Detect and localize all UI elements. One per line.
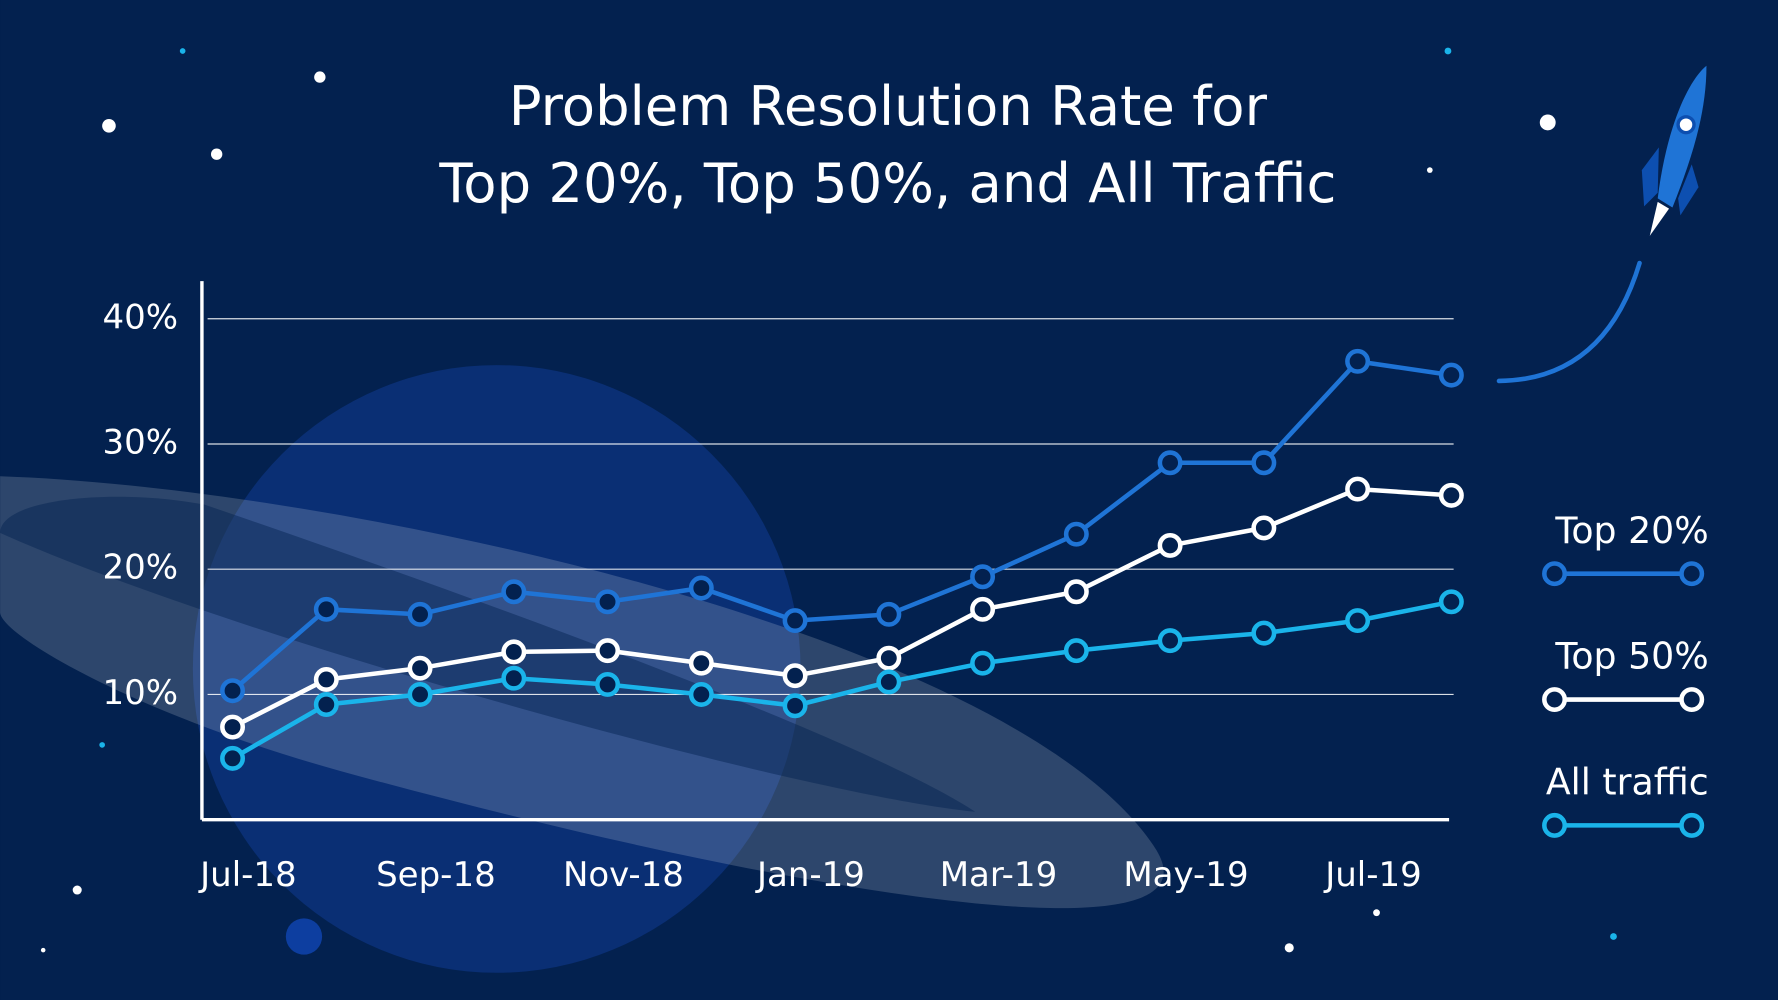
star bbox=[1426, 167, 1433, 173]
data-point bbox=[595, 671, 621, 697]
rocket-trail bbox=[1496, 260, 1642, 384]
rocket bbox=[1641, 65, 1707, 236]
data-point bbox=[1251, 515, 1277, 541]
chart-title: Top 20%, Top 50%, and All Traffic bbox=[438, 151, 1336, 215]
legend-swatch-point bbox=[1542, 561, 1568, 587]
star bbox=[1539, 114, 1556, 131]
star bbox=[72, 885, 82, 895]
data-point bbox=[1063, 638, 1089, 664]
data-point bbox=[220, 678, 246, 704]
data-point bbox=[220, 745, 246, 771]
star bbox=[314, 71, 326, 83]
data-point bbox=[407, 655, 433, 681]
legend-label: Top 50% bbox=[1554, 635, 1708, 678]
data-point bbox=[1345, 348, 1371, 374]
star bbox=[1610, 933, 1617, 940]
data-point bbox=[970, 596, 996, 622]
data-point bbox=[1438, 482, 1464, 508]
series-line bbox=[231, 359, 1452, 693]
legend-label: All traffic bbox=[1546, 761, 1709, 804]
legend-label: Top 20% bbox=[1554, 509, 1708, 552]
data-point bbox=[688, 575, 714, 601]
moon bbox=[285, 918, 323, 955]
data-point bbox=[407, 601, 433, 627]
x-tick-label: May-19 bbox=[1123, 855, 1248, 895]
star bbox=[1373, 909, 1380, 917]
legend-swatch-point bbox=[1679, 561, 1705, 587]
star bbox=[179, 48, 186, 54]
data-point bbox=[1157, 628, 1183, 654]
legend-swatch-point bbox=[1542, 687, 1568, 713]
data-point bbox=[595, 638, 621, 664]
data-point bbox=[876, 645, 902, 671]
data-point bbox=[1251, 450, 1277, 476]
x-tick-label: Mar-19 bbox=[940, 855, 1058, 895]
series-line bbox=[231, 599, 1452, 761]
data-point bbox=[595, 589, 621, 615]
x-tick-label: Jul-19 bbox=[1323, 855, 1422, 895]
legend-swatch-point bbox=[1679, 687, 1705, 713]
data-point bbox=[1157, 450, 1183, 476]
star bbox=[40, 947, 46, 953]
x-tick-label: Jan-19 bbox=[755, 855, 865, 895]
data-point bbox=[782, 608, 808, 634]
star bbox=[1444, 47, 1452, 55]
data-point bbox=[1438, 362, 1464, 388]
data-point bbox=[782, 663, 808, 689]
data-point bbox=[876, 669, 902, 695]
star bbox=[99, 742, 105, 748]
data-point bbox=[876, 601, 902, 627]
chart-title: Problem Resolution Rate for bbox=[509, 74, 1268, 138]
x-tick-label: Sep-18 bbox=[376, 855, 496, 895]
y-tick-label: 20% bbox=[103, 548, 179, 588]
star bbox=[210, 148, 223, 160]
data-point bbox=[1345, 608, 1371, 634]
y-tick-label: 30% bbox=[103, 422, 179, 462]
star bbox=[1284, 943, 1294, 953]
data-point bbox=[501, 665, 527, 691]
data-point bbox=[1063, 579, 1089, 605]
data-point bbox=[501, 639, 527, 665]
data-point bbox=[782, 693, 808, 719]
star bbox=[102, 119, 116, 133]
data-point bbox=[1438, 589, 1464, 615]
data-point bbox=[407, 682, 433, 707]
x-tick-label: Nov-18 bbox=[563, 855, 684, 895]
data-point bbox=[688, 650, 714, 676]
data-point bbox=[1251, 620, 1277, 646]
data-point bbox=[1157, 532, 1183, 558]
planet-ring bbox=[0, 476, 1164, 909]
data-point bbox=[501, 579, 527, 605]
legend-swatch-point bbox=[1542, 812, 1568, 838]
data-point bbox=[688, 682, 714, 707]
data-point bbox=[220, 714, 246, 740]
data-point bbox=[1063, 521, 1089, 547]
data-point bbox=[970, 564, 996, 590]
series-line bbox=[231, 486, 1452, 730]
data-point bbox=[313, 666, 339, 692]
x-tick-label: Jul-18 bbox=[198, 855, 297, 895]
data-point bbox=[313, 692, 339, 717]
legend-swatch-point bbox=[1679, 812, 1705, 838]
data-point bbox=[970, 650, 996, 676]
data-point bbox=[1345, 476, 1371, 502]
data-point bbox=[313, 596, 339, 622]
y-tick-label: 10% bbox=[103, 673, 179, 713]
y-tick-label: 40% bbox=[103, 297, 179, 337]
